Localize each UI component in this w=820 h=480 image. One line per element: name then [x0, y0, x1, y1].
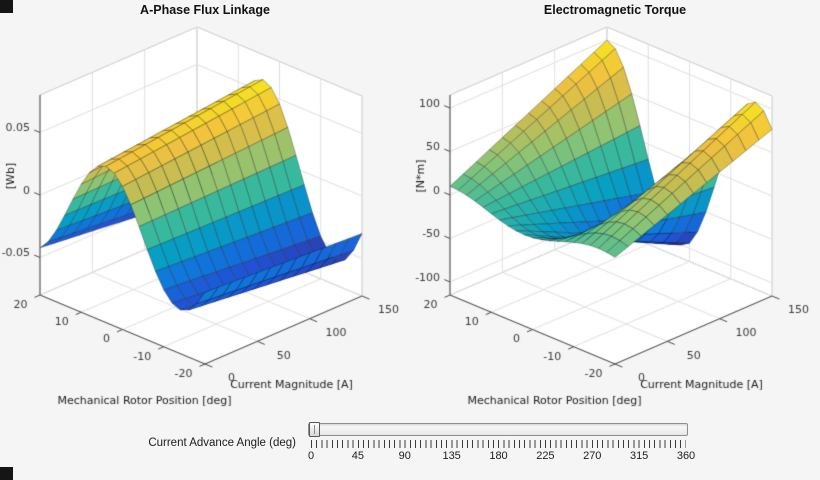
flux-plot-title: A-Phase Flux Linkage: [140, 3, 270, 17]
flux-linkage-plot: A-Phase Flux Linkage: [0, 0, 410, 422]
flux-linkage-surface-canvas: [0, 16, 410, 418]
slider-tick-label: 225: [536, 450, 555, 462]
slider-tick-labels: 0 45 90 135 180 225 270 315 360: [307, 450, 695, 464]
slider-tick-label: 315: [629, 450, 649, 462]
slider-tick-ruler: [311, 440, 686, 448]
screen-corner-artifact-bottom: [0, 467, 13, 480]
slider-tick-label: 360: [676, 450, 696, 462]
slider-tick-label: 45: [351, 450, 364, 462]
slider-tick-label: 135: [442, 450, 461, 462]
slider-tick-label: 180: [489, 450, 508, 462]
slider-label: Current Advance Angle (deg): [148, 437, 296, 449]
screen-corner-artifact-top: [0, 0, 13, 13]
torque-surface-canvas: [410, 16, 820, 418]
torque-plot: Electromagnetic Torque: [410, 0, 820, 422]
slider-tick-label: 90: [398, 450, 411, 462]
slider-tick-label: 270: [583, 450, 602, 462]
slider-tick-label: 0: [307, 450, 315, 462]
slider-thumb[interactable]: [309, 422, 320, 437]
advance-angle-slider[interactable]: [308, 422, 688, 437]
torque-plot-title: Electromagnetic Torque: [543, 3, 687, 17]
